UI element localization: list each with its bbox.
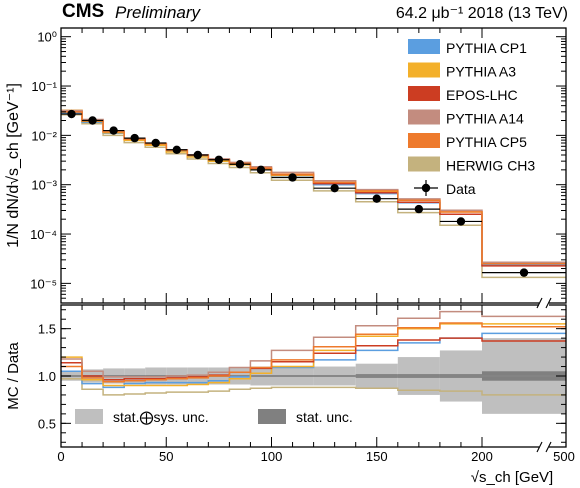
ratio-ytick-label: 0.5 <box>38 416 56 431</box>
data-point <box>330 183 339 193</box>
legend-entry-label: PYTHIA CP1 <box>446 40 527 56</box>
data-point <box>519 268 529 277</box>
series-line-ratio-pythia-cp1 <box>61 332 566 389</box>
series-line-ratio-pythia-cp5 <box>61 322 566 383</box>
luminosity-label: 64.2 μb⁻¹ 2018 (13 TeV) <box>395 5 568 22</box>
axis-break-mark <box>536 297 543 309</box>
top-panel-ylabel: 1/N dN/d√s_ch [GeV⁻¹] <box>5 83 22 248</box>
data-point <box>88 116 97 125</box>
ytick-label: 10⁻³ <box>31 178 57 193</box>
data-point <box>193 150 203 160</box>
data-point <box>67 109 76 119</box>
ytick-label: 10⁻⁵ <box>30 276 57 291</box>
ytick-label: 10⁻⁴ <box>30 227 57 242</box>
ratio-legend-swatch-stat <box>258 409 286 424</box>
data-point <box>130 133 139 143</box>
xtick-label: 150 <box>366 449 388 464</box>
ratio-legend-swatch-stat-sys <box>75 409 103 424</box>
xtick-label: 500 <box>553 449 575 464</box>
legend-data-marker <box>421 183 431 193</box>
legend-entry-label: PYTHIA CP5 <box>446 134 527 150</box>
data-point <box>151 138 160 148</box>
series-line-ratio-pythia-a14 <box>61 310 566 378</box>
ytick-label: 10⁻² <box>31 128 57 143</box>
bottom-panel-ylabel: MC / Data <box>5 342 22 410</box>
axis-break-gap <box>539 442 549 452</box>
data-point <box>372 194 381 203</box>
axis-break-mark <box>545 297 552 309</box>
data-point <box>288 173 297 182</box>
axis-break-gap <box>539 298 549 308</box>
ytick-label: 10⁰ <box>37 30 57 45</box>
axis-break-mark <box>545 441 552 453</box>
legend-swatch <box>408 86 440 101</box>
legend-swatch <box>408 133 440 148</box>
data-point <box>172 145 181 154</box>
series-line-ratio-herwig-ch3 <box>61 378 566 396</box>
data-point <box>214 155 224 164</box>
legend-swatch <box>408 156 440 172</box>
xtick-label: 0 <box>57 449 64 464</box>
axis-break-mark <box>536 441 543 453</box>
ratio-ytick-label: 1.0 <box>38 369 56 384</box>
ratio-legend-label-stat: stat. unc. <box>296 409 353 425</box>
xtick-label: 50 <box>159 449 173 464</box>
legend-entry-label: HERWIG CH3 <box>446 158 535 174</box>
experiment-label: CMS <box>62 1 105 22</box>
ratio-ytick-label: 1.5 <box>38 322 56 337</box>
ratio-legend-label-stat-sys: stat.⨁sys. unc. <box>113 409 209 425</box>
legend-entry-label: PYTHIA A14 <box>446 111 524 127</box>
xtick-label: 200 <box>471 449 493 464</box>
data-point <box>256 165 266 175</box>
data-point <box>456 217 466 226</box>
legend-swatch <box>408 109 440 125</box>
legend-entry-label: EPOS-LHC <box>446 87 518 103</box>
data-point <box>235 160 245 169</box>
legend-swatch <box>408 39 440 54</box>
data-point <box>414 204 424 214</box>
data-point <box>109 126 118 135</box>
xtick-label: 100 <box>261 449 283 464</box>
legend-entry-label: PYTHIA A3 <box>446 64 516 80</box>
legend-swatch <box>408 62 440 78</box>
ytick-label: 10⁻¹ <box>31 79 57 94</box>
legend-entry-label: Data <box>446 181 476 197</box>
status-label: Preliminary <box>115 3 201 22</box>
x-axis-label: √s_ch [GeV] <box>471 469 553 486</box>
